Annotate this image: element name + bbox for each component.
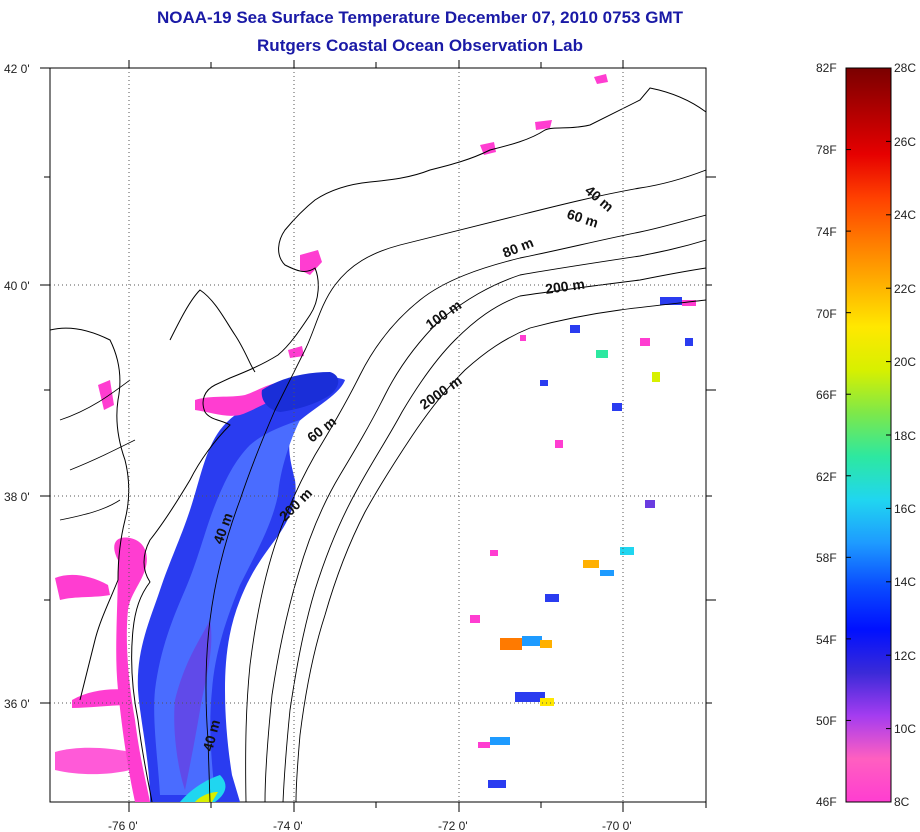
sst-patch-chesapeake <box>98 380 114 410</box>
isobath-label: 200 m <box>544 276 586 297</box>
sst-offshore-patches <box>470 297 696 788</box>
colorbar-c-label: 14C <box>894 575 916 589</box>
colorbar-ticks <box>846 67 891 803</box>
graticule <box>50 68 706 802</box>
sst-patch-ci <box>535 120 552 130</box>
lon-tick-label: -76 0' <box>108 819 138 832</box>
sst-patch-ma <box>594 74 608 84</box>
lon-tick-label: -74 0' <box>273 819 303 832</box>
colorbar-c-label: 12C <box>894 649 916 663</box>
colorbar-f-label: 66F <box>816 388 837 402</box>
lat-tick-label: 36 0' <box>4 697 30 711</box>
isobath-lines <box>205 169 706 802</box>
colorbar-f-label: 70F <box>816 307 837 321</box>
sst-blue-delaware <box>261 372 339 412</box>
colorbar-f-label: 62F <box>816 470 837 484</box>
colorbar-fahrenheit-labels: 82F 78F 74F 70F 66F 62F 58F 54F 50F 46F <box>816 61 837 809</box>
colorbar-f-label: 82F <box>816 61 837 75</box>
colorbar-c-label: 10C <box>894 722 916 736</box>
map-subtitle: Rutgers Coastal Ocean Observation Lab <box>257 36 583 55</box>
colorbar-c-label: 22C <box>894 282 916 296</box>
colorbar <box>845 67 892 803</box>
isobath-label: 40 m <box>199 718 223 753</box>
colorbar-f-label: 46F <box>816 795 837 809</box>
colorbar-f-label: 50F <box>816 714 837 728</box>
axis-ticks <box>40 60 716 812</box>
lat-tick-label: 42 0' <box>4 62 30 76</box>
coastline <box>131 87 706 802</box>
colorbar-f-label: 74F <box>816 225 837 239</box>
sst-south-hot <box>195 792 218 802</box>
sst-patch-li <box>480 142 496 155</box>
colorbar-c-label: 28C <box>894 61 916 75</box>
lon-tick-label: -70 0' <box>602 819 632 832</box>
sst-pink-lowerbay <box>55 747 130 775</box>
colorbar-c-label: 26C <box>894 135 916 149</box>
map-title: NOAA-19 Sea Surface Temperature December… <box>157 8 683 27</box>
sst-patch-ny <box>300 250 322 275</box>
colorbar-c-label: 18C <box>894 429 916 443</box>
lon-tick-label: -72 0' <box>438 819 468 832</box>
sst-pink-nearshore <box>114 537 150 802</box>
inland-line <box>59 379 136 521</box>
colorbar-c-label: 16C <box>894 502 916 516</box>
delaware-shore <box>169 289 256 373</box>
colorbar-f-label: 58F <box>816 551 837 565</box>
map-content <box>50 74 706 802</box>
colorbar-c-label: 20C <box>894 355 916 369</box>
sst-purple-patch <box>174 620 212 790</box>
colorbar-c-label: 24C <box>894 208 916 222</box>
sst-pink-bay <box>55 574 110 600</box>
lat-tick-label: 40 0' <box>4 279 30 293</box>
colorbar-f-label: 78F <box>816 143 837 157</box>
lat-tick-label: 38 0' <box>4 490 30 504</box>
colorbar-f-label: 54F <box>816 633 837 647</box>
colorbar-celsius-labels: 28C 26C 24C 22C 20C 18C 16C 14C 12C 10C … <box>894 61 916 809</box>
sst-patch-njbay <box>288 346 304 358</box>
chesapeake-shore <box>50 327 130 701</box>
colorbar-c-label: 8C <box>894 795 910 809</box>
